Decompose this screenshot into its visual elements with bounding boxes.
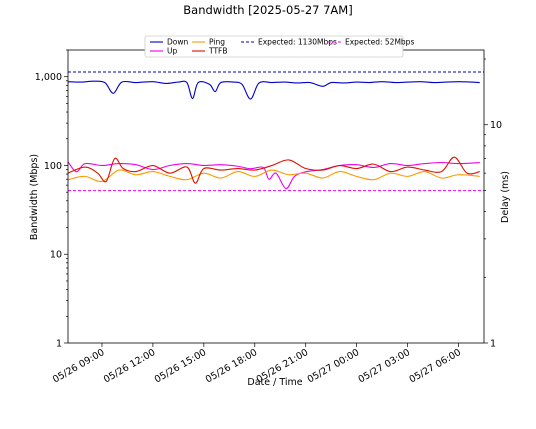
x-axis-label: Date / Time — [247, 377, 302, 388]
legend-label-up: Up — [167, 47, 177, 56]
legend-label-expected-52mbps: Expected: 52Mbps — [345, 38, 414, 47]
series-line-ttfb — [67, 156, 480, 184]
y2-tick-label: 1 — [490, 339, 496, 350]
legend-label-ping: Ping — [209, 38, 225, 47]
series-line-up — [67, 161, 480, 190]
legend-label-ttfb: TTFB — [208, 47, 228, 56]
y-tick-label: 10 — [50, 250, 62, 261]
legend-label-down: Down — [167, 38, 188, 47]
legend-label-expected-1130mbps: Expected: 1130Mbps — [258, 38, 337, 47]
legend-box — [144, 35, 404, 58]
series-line-down — [67, 80, 480, 100]
y-tick-label: 1 — [56, 339, 62, 350]
y-tick-label: 100 — [44, 161, 62, 172]
y-axis-label: Bandwidth (Mbps) — [29, 154, 40, 240]
y-tick-label: 1,000 — [35, 72, 62, 83]
y2-tick-label: 10 — [490, 120, 502, 131]
chart-title: Bandwidth [2025-05-27 7AM] — [183, 3, 352, 17]
y2-axis-label: Delay (ms) — [500, 171, 511, 223]
series-line-ping — [67, 169, 480, 183]
plot-area — [67, 71, 484, 192]
